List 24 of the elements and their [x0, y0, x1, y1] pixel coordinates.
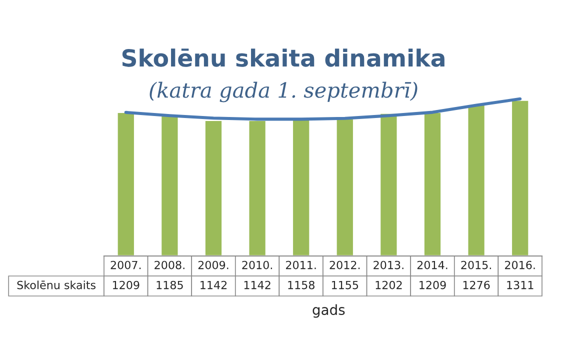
text: Skolēnu skaits	[17, 280, 96, 290]
data-label: 1142	[200, 280, 227, 290]
x-tick-label: 2009.	[198, 260, 228, 270]
x-tick-label: 2010.	[242, 260, 272, 270]
data-label: 1185	[156, 280, 183, 290]
x-tick-label: 2016.	[505, 260, 535, 270]
data-label: 1276	[463, 280, 490, 290]
x-axis-title: gads	[312, 304, 345, 318]
x-tick-label: 2012.	[330, 260, 360, 270]
data-label: 1158	[288, 280, 314, 290]
x-tick-label: 2008.	[154, 260, 184, 270]
data-label: 1209	[420, 280, 446, 290]
x-tick-label: 2011.	[286, 260, 316, 270]
chart-title: Skolēnu skaita dinamika	[122, 48, 444, 67]
x-tick-label: 2015.	[461, 260, 492, 270]
x-tick-label: 2013.	[374, 260, 404, 270]
data-label: 1142	[244, 280, 270, 290]
data-label: 1155	[332, 280, 358, 290]
x-tick-label: 2014.	[417, 260, 448, 270]
data-label: 1209	[112, 280, 140, 290]
x-tick-label: 2007.	[110, 260, 141, 270]
chart-subtitle: (katra gada 1. septembrī)	[150, 82, 418, 102]
data-label: 1311	[507, 280, 534, 290]
data-label: 1202	[376, 280, 402, 290]
